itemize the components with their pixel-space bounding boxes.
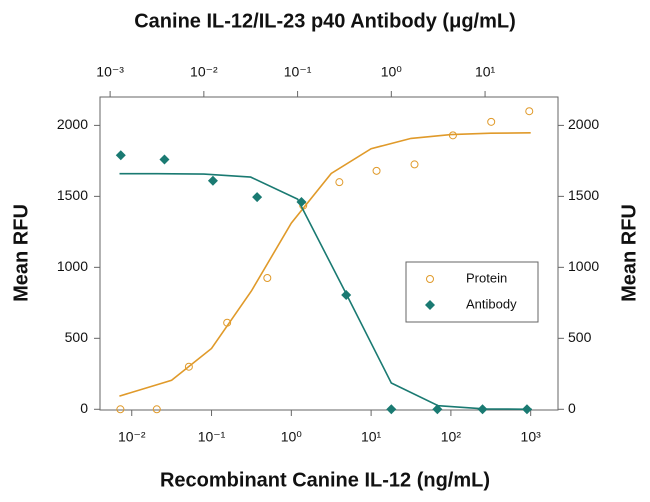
legend-box: [405, 261, 539, 323]
data-point: [341, 290, 352, 301]
data-point: [159, 154, 170, 165]
x2-tick-label: 10⁻²: [190, 64, 218, 80]
plot-frame: [99, 96, 559, 411]
data-point: [207, 175, 218, 186]
x2-tick-label: 10⁰: [381, 64, 403, 80]
y2-tick-label: 1500: [568, 187, 599, 203]
data-point: [386, 404, 397, 415]
x2-tick-label: 10¹: [475, 64, 496, 80]
x-axis-label: Recombinant Canine IL-12 (ng/mL): [160, 469, 490, 491]
chart-title: Canine IL-12/IL-23 p40 Antibody (μg/mL): [134, 10, 516, 32]
data-point: [115, 150, 126, 161]
x-tick-label: 10¹: [361, 429, 382, 445]
x-tick-label: 10⁻¹: [198, 429, 226, 445]
fit-curve: [119, 132, 531, 397]
x2-tick-label: 10⁻³: [96, 64, 124, 80]
data-point: [487, 117, 496, 126]
y2-tick-label: 500: [568, 329, 592, 345]
legend-label: Antibody: [466, 296, 517, 311]
data-point: [372, 166, 381, 175]
y2-tick-label: 0: [568, 400, 576, 416]
x-tick-label: 10⁻²: [118, 429, 146, 445]
y-tick-label: 1000: [57, 258, 88, 274]
y-tick-label: 500: [65, 329, 89, 345]
y-tick-label: 0: [80, 400, 88, 416]
y-axis-label: Mean RFU: [10, 204, 32, 302]
legend-marker: [425, 300, 435, 310]
data-point: [525, 107, 534, 116]
data-point: [252, 192, 263, 203]
y2-tick-label: 1000: [568, 258, 599, 274]
y-tick-label: 2000: [57, 116, 88, 132]
data-point: [223, 318, 232, 327]
x-tick-label: 10³: [521, 429, 542, 445]
y2-tick-label: 2000: [568, 116, 599, 132]
x2-tick-label: 10⁻¹: [284, 64, 312, 80]
fit-curve: [119, 172, 532, 411]
data-point: [448, 131, 457, 140]
data-point: [521, 404, 532, 415]
data-point: [152, 405, 161, 414]
data-point: [263, 273, 272, 282]
data-point: [477, 404, 488, 415]
x-tick-label: 10⁰: [281, 429, 303, 445]
data-point: [335, 178, 344, 187]
x-tick-label: 10²: [441, 429, 462, 445]
y-tick-label: 1500: [57, 187, 88, 203]
data-point: [410, 160, 419, 169]
legend-label: Protein: [466, 270, 507, 285]
data-point: [296, 197, 307, 208]
y2-axis-label: Mean RFU: [618, 204, 640, 302]
data-point: [116, 405, 125, 414]
data-point: [184, 362, 193, 371]
data-point: [432, 404, 443, 415]
legend-marker: [426, 275, 434, 283]
